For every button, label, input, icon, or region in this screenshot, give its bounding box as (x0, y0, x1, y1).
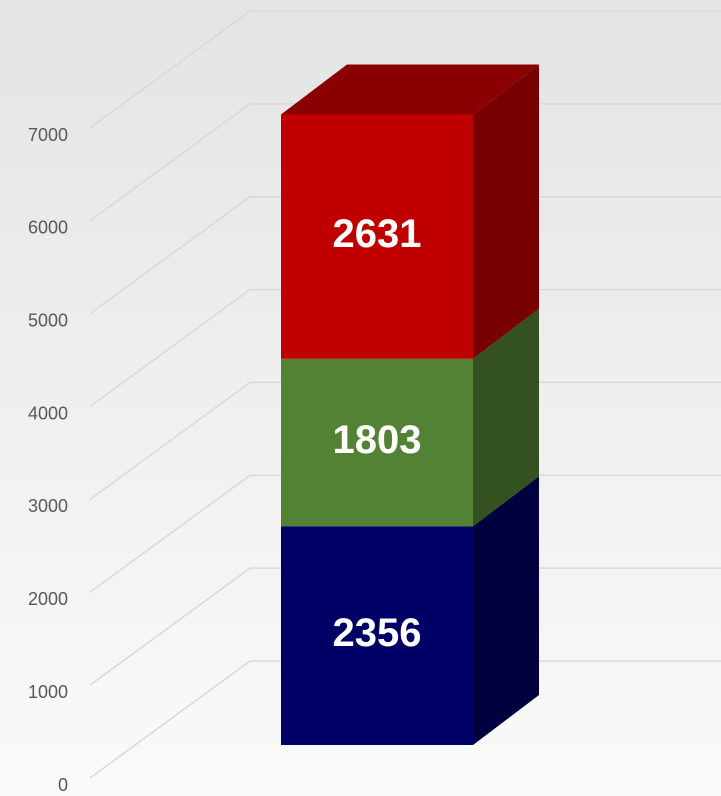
y-tick-label: 1000 (28, 682, 68, 702)
bar (281, 358, 473, 527)
grid-line (89, 474, 251, 593)
y-tick-label: 2000 (28, 589, 68, 609)
grid-line (89, 567, 251, 686)
y-tick-label: 7000 (28, 125, 68, 145)
grid-line (89, 660, 251, 779)
data-label: 2631 (333, 212, 422, 256)
y-tick-label: 3000 (28, 496, 68, 516)
grid-line (89, 103, 251, 222)
bar-top (281, 64, 539, 115)
bar (281, 526, 473, 745)
y-tick-label: 6000 (28, 218, 68, 238)
data-label: 2356 (333, 611, 422, 655)
y-tick-label: 0 (58, 775, 68, 795)
bar (281, 114, 473, 359)
y-tick-label: 4000 (28, 403, 68, 423)
data-label: 1803 (333, 418, 422, 462)
bar-side (473, 64, 539, 359)
bar-side (473, 476, 539, 745)
grid-line (89, 10, 251, 129)
bar-side (473, 308, 539, 527)
grid-line (89, 196, 251, 315)
grid-line (89, 381, 251, 501)
y-tick-label: 5000 (28, 310, 68, 330)
grid-line (89, 288, 251, 408)
